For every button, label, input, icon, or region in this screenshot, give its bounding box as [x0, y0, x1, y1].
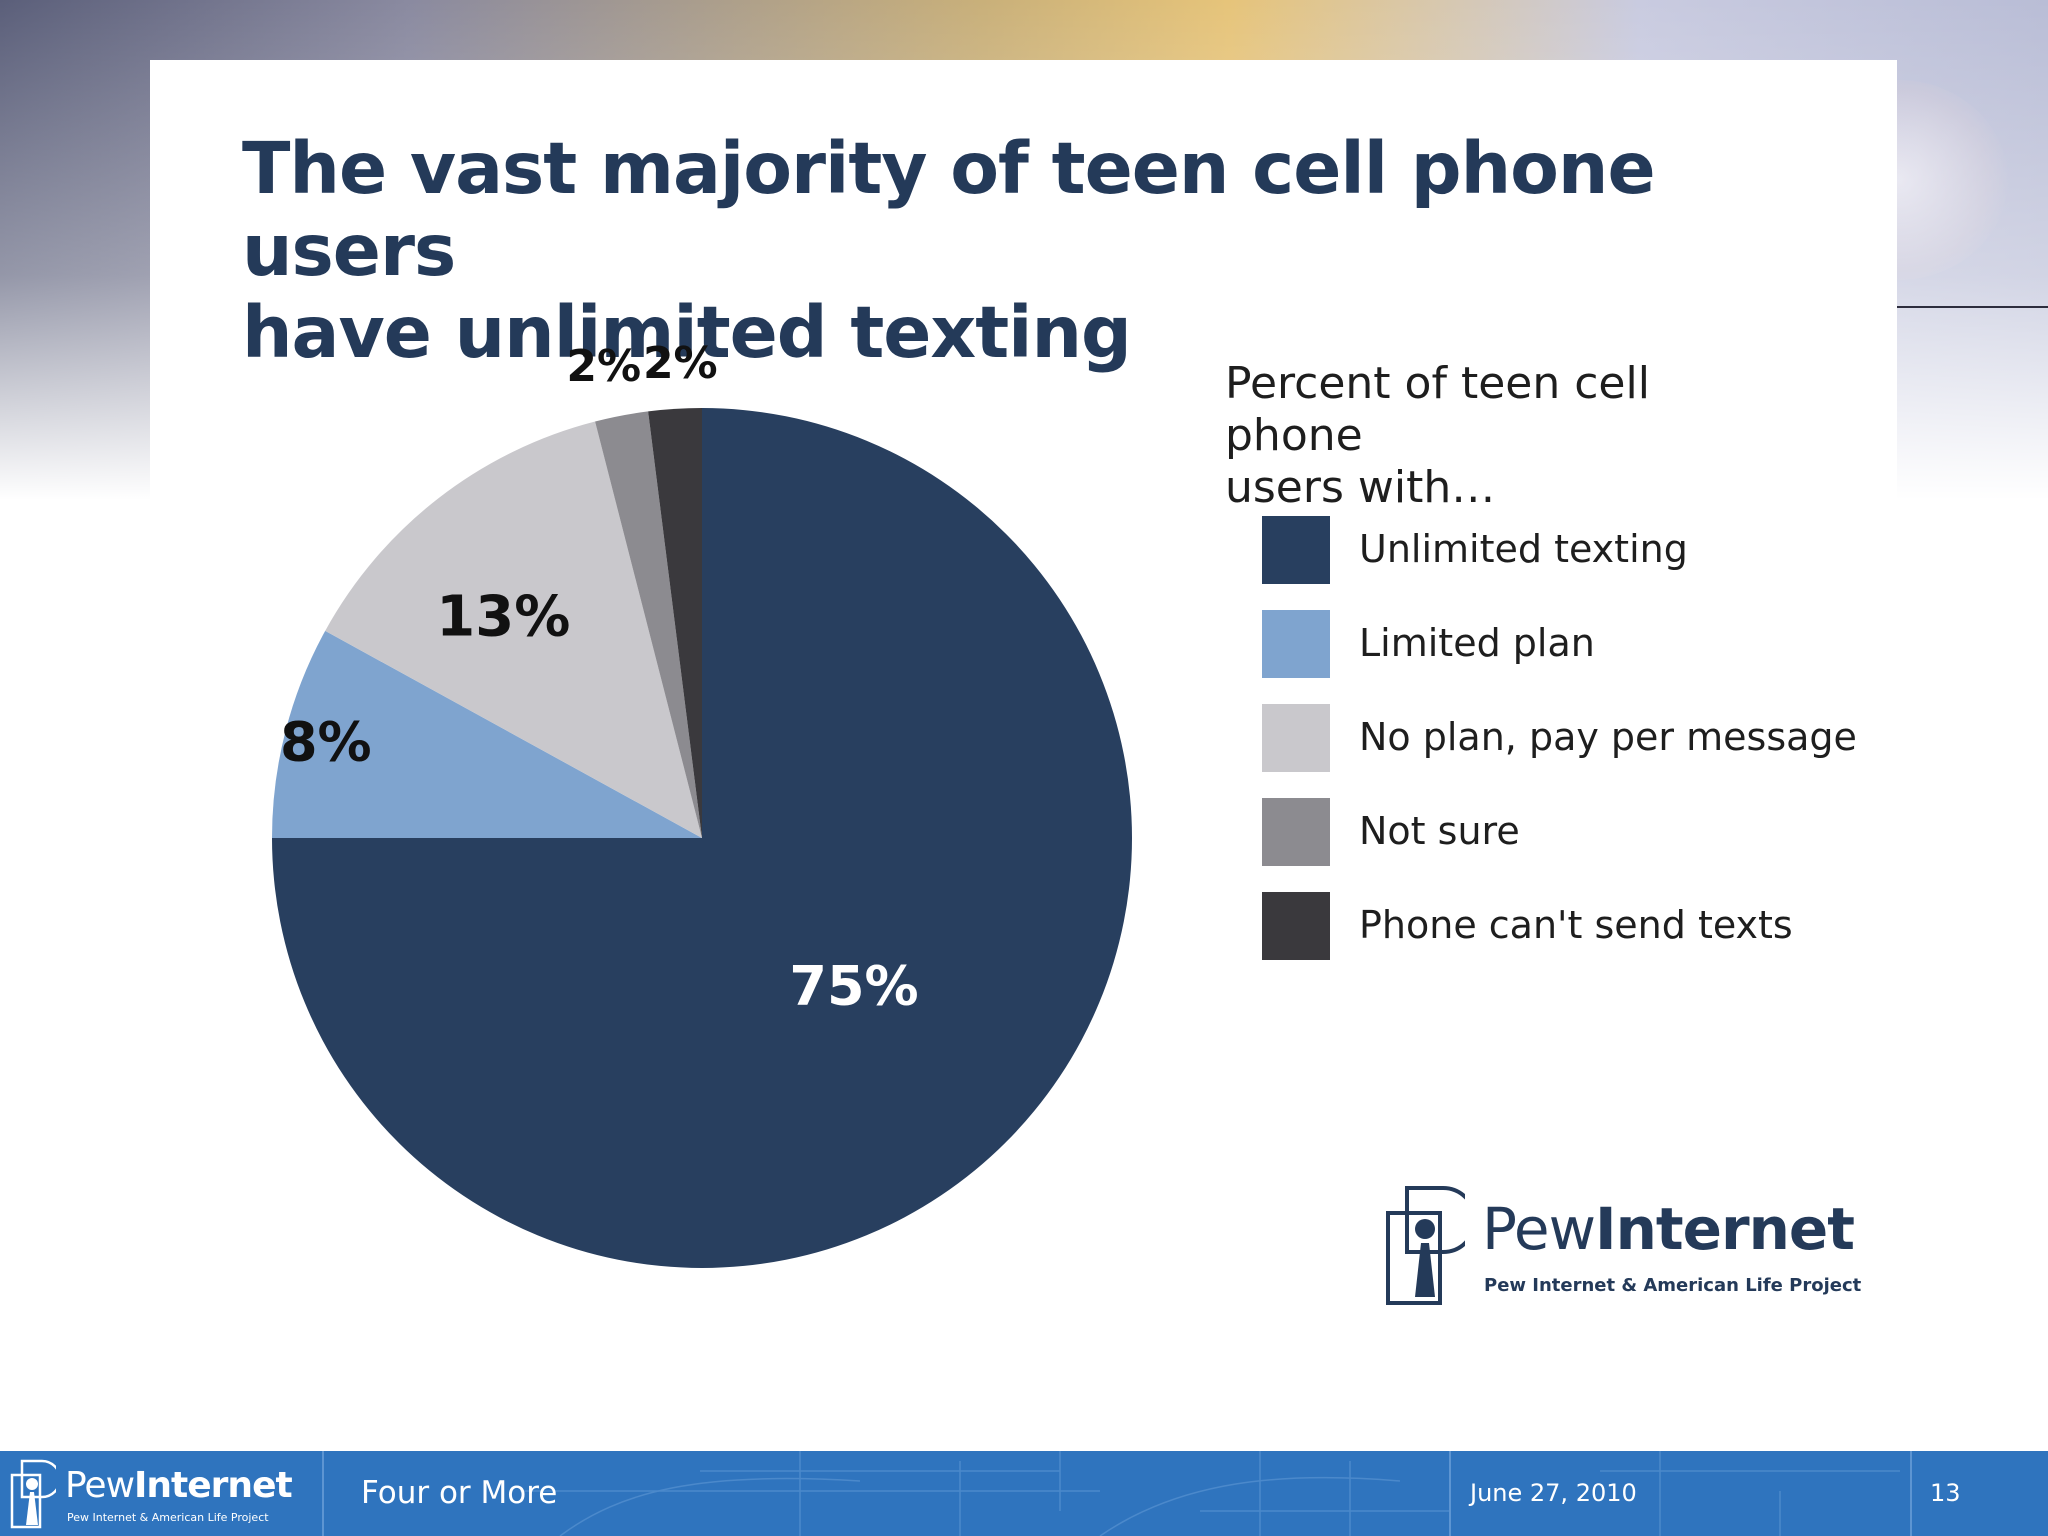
- slice-value-label: 2%: [566, 341, 641, 392]
- slide-title-line-1: The vast majority of teen cell phone use…: [242, 127, 1656, 292]
- presentation-date: June 27, 2010: [1470, 1479, 1637, 1507]
- presentation-title: Four or More: [361, 1475, 558, 1511]
- slice-value-label: 13%: [436, 585, 570, 650]
- footer-bar: PewInternet Pew Internet & American Life…: [0, 1451, 2048, 1536]
- footer-separator: [322, 1451, 324, 1536]
- decorative-rule: [1897, 306, 2048, 308]
- legend-label: Unlimited texting: [1359, 527, 1688, 571]
- footer-logo: PewInternet Pew Internet & American Life…: [10, 1459, 310, 1531]
- pie-chart: 75% 8% 13% 2% 2%: [272, 338, 1132, 1268]
- slice-value-label: 8%: [280, 711, 372, 774]
- footer-logo-name: PewInternet: [65, 1465, 293, 1506]
- legend-title-line-1: Percent of teen cell phone: [1225, 358, 1650, 461]
- slide-title-line-2: have unlimited texting: [242, 291, 1132, 374]
- pie-slice-phone-can-t-send-texts: [648, 408, 702, 838]
- legend-swatch: [1262, 610, 1330, 678]
- footer-logo-name-bold: Internet: [134, 1465, 293, 1506]
- pew-keyhole-icon: [1386, 1186, 1477, 1305]
- footer-separator: [1910, 1451, 1912, 1536]
- legend-item-cant-send-texts: Phone can't send texts: [1262, 892, 1882, 960]
- legend-label: No plan, pay per message: [1359, 715, 1857, 759]
- slide-title: The vast majority of teen cell phone use…: [242, 128, 1842, 374]
- footer-logo-tagline: Pew Internet & American Life Project: [67, 1511, 269, 1524]
- page-number: 13: [1930, 1479, 1961, 1507]
- legend-item-limited-plan: Limited plan: [1262, 610, 1882, 678]
- logo-name: PewInternet: [1482, 1195, 1855, 1263]
- slice-value-label: 2%: [643, 338, 718, 389]
- pie-slice-not-sure: [595, 411, 702, 838]
- slice-value-label: 75%: [789, 955, 918, 1018]
- logo-name-regular: Pew: [1482, 1195, 1596, 1263]
- logo-name-bold: Internet: [1595, 1195, 1855, 1263]
- legend-swatch: [1262, 892, 1330, 960]
- pie-slice-limited-plan: [272, 630, 702, 838]
- pew-internet-logo: PewInternet Pew Internet & American Life…: [1385, 1185, 1861, 1310]
- legend-swatch: [1262, 704, 1330, 772]
- legend-item-unlimited-texting: Unlimited texting: [1262, 516, 1882, 584]
- legend-label: Phone can't send texts: [1359, 903, 1793, 947]
- legend-swatch: [1262, 798, 1330, 866]
- pew-keyhole-icon: [10, 1459, 62, 1529]
- legend-title-line-2: users with…: [1225, 462, 1496, 513]
- legend-item-not-sure: Not sure: [1262, 798, 1882, 866]
- legend-item-no-plan: No plan, pay per message: [1262, 704, 1882, 772]
- footer-logo-name-regular: Pew: [65, 1465, 135, 1506]
- logo-tagline: Pew Internet & American Life Project: [1484, 1275, 1862, 1296]
- legend-label: Not sure: [1359, 809, 1520, 853]
- footer-separator: [1449, 1451, 1451, 1536]
- legend-swatch: [1262, 516, 1330, 584]
- legend-title: Percent of teen cell phone users with…: [1225, 358, 1785, 514]
- pie-slice-no-plan-pay-per-message: [325, 421, 702, 838]
- legend-label: Limited plan: [1359, 621, 1595, 665]
- footer-decoration: [520, 1451, 1900, 1536]
